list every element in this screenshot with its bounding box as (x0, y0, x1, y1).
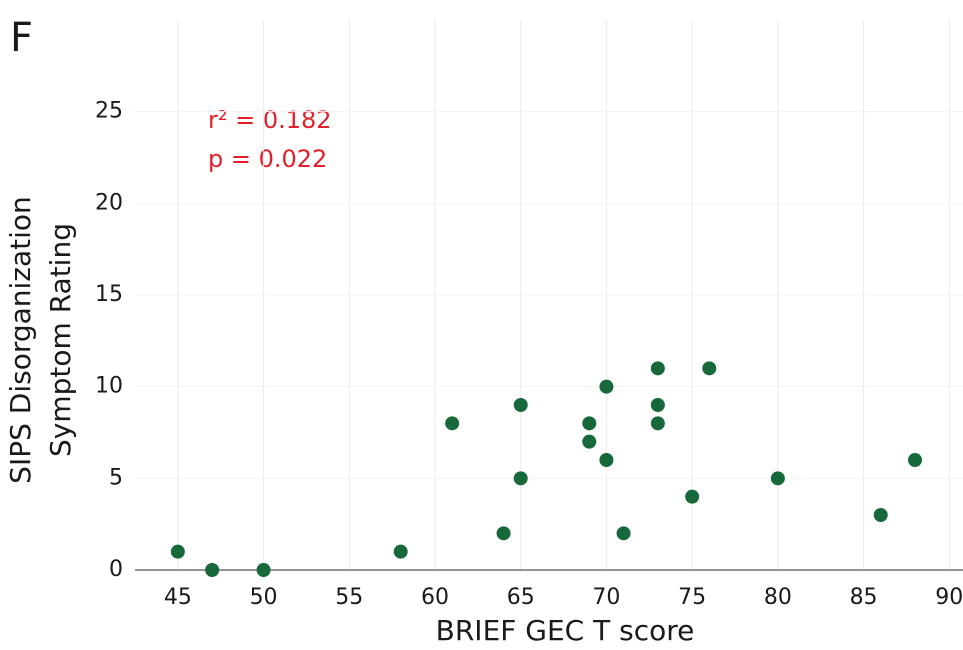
y-tick-label: 25 (95, 99, 123, 124)
point (513, 398, 528, 412)
x-tick-label: 60 (421, 585, 449, 610)
point (599, 379, 614, 394)
point (582, 416, 597, 431)
point (650, 398, 665, 412)
y-tick-label: 15 (95, 282, 123, 307)
point (205, 563, 220, 577)
annotation: r² = 0.182 (208, 106, 332, 134)
x-tick-label: 90 (935, 585, 963, 610)
y-tick-label: 5 (109, 465, 123, 490)
point (650, 416, 665, 431)
point (873, 508, 888, 522)
y-tick-label: 10 (95, 374, 123, 399)
point (496, 526, 511, 541)
x-tick-label: 75 (678, 585, 706, 610)
point (256, 563, 271, 577)
point (685, 489, 700, 504)
y-tick-label: 20 (95, 190, 123, 215)
point (599, 453, 614, 467)
point (908, 453, 922, 467)
point (170, 544, 185, 559)
point (393, 544, 408, 559)
annotation: p = 0.022 (208, 145, 327, 173)
x-tick-label: 70 (592, 585, 620, 610)
y-tick-label: 0 (109, 557, 123, 582)
x-tick-label: 50 (250, 585, 278, 610)
y-axis-label: SIPS Disorganization (4, 196, 37, 484)
x-tick-label: 85 (850, 585, 878, 610)
point (616, 526, 631, 541)
point (650, 361, 665, 376)
y-axis-label: Symptom Rating (44, 223, 77, 457)
x-tick-label: 45 (164, 585, 192, 610)
x-tick-label: 55 (335, 585, 363, 610)
x-tick-label: 65 (507, 585, 535, 610)
point (582, 434, 597, 449)
point (445, 416, 460, 431)
point (770, 471, 785, 486)
panel-label: F (10, 15, 33, 61)
x-axis-label: BRIEF GEC T score (436, 614, 695, 647)
point (513, 471, 528, 486)
point (702, 361, 717, 376)
x-tick-label: 80 (764, 585, 792, 610)
